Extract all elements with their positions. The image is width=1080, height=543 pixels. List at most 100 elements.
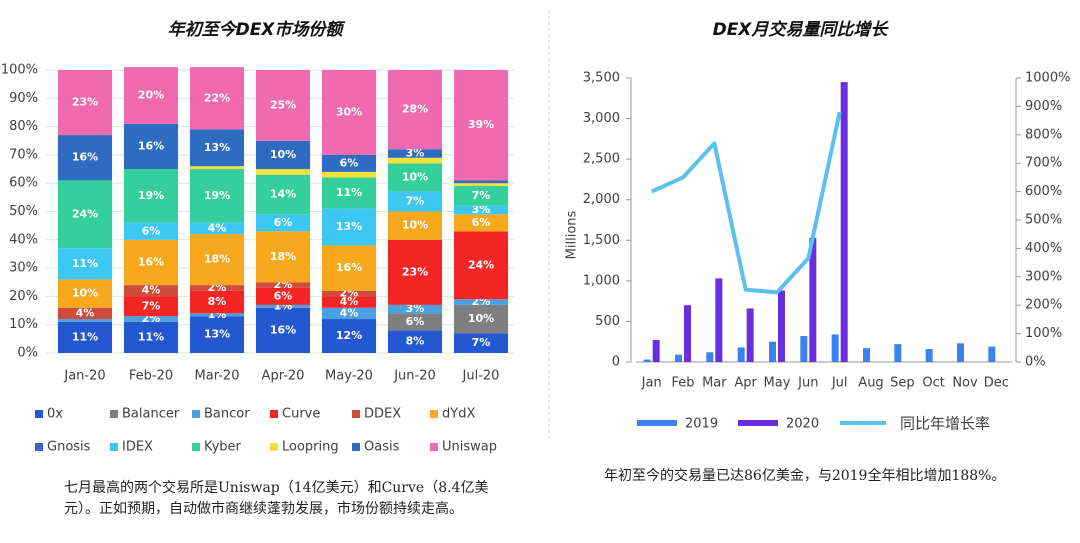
- data-label: 16%: [72, 151, 98, 164]
- chart-title: 年初至今DEX市场份额: [168, 20, 346, 40]
- bar-segment: [123, 321, 179, 353]
- y2-tick-label: 900%: [1025, 99, 1062, 114]
- bar-segment: [321, 177, 377, 209]
- bar: [746, 308, 754, 362]
- bar-segment: [123, 239, 179, 286]
- bar-segment: [123, 285, 179, 297]
- x-tick-label: Apr: [734, 376, 757, 391]
- bar: [894, 344, 902, 362]
- bar-segment: [123, 316, 179, 322]
- legend-swatch: [637, 420, 677, 426]
- bar-segment: [453, 70, 509, 181]
- y2-tick-label: 200%: [1025, 298, 1062, 313]
- bar: [800, 336, 808, 362]
- data-label: 3%: [406, 146, 425, 159]
- x-tick-label: Aug: [858, 376, 883, 391]
- chart-title: DEX月交易量同比增长: [713, 20, 890, 40]
- data-label: 19%: [204, 189, 230, 202]
- bar-segment: [387, 239, 443, 305]
- data-label: 22%: [204, 91, 230, 104]
- bar-segment: [387, 157, 443, 164]
- line: [650, 111, 842, 295]
- bar-segment: [255, 287, 311, 305]
- bar-segment: [453, 231, 509, 300]
- data-label: 25%: [270, 98, 296, 111]
- bar-segment: [387, 163, 443, 192]
- y-tick-label: 500: [595, 314, 620, 329]
- bar-segment: [321, 171, 377, 178]
- y2-tick-label: 800%: [1025, 127, 1062, 142]
- y-tick-label: 1,500: [583, 233, 620, 248]
- bar-segment: [453, 304, 509, 334]
- bar: [988, 346, 996, 362]
- y-tick-label: 0: [612, 355, 620, 370]
- data-label: 10%: [270, 148, 296, 161]
- legend-label: 0x: [47, 407, 63, 422]
- y2-tick-label: 400%: [1025, 241, 1062, 256]
- x-tick-label: Feb-20: [129, 369, 173, 384]
- legend-swatch: [192, 410, 200, 418]
- bar-segment: [57, 135, 113, 181]
- bar-segment: [57, 248, 113, 280]
- data-label: 4%: [340, 295, 359, 308]
- y-tick-label: 60%: [9, 176, 38, 191]
- bar-segment: [453, 214, 509, 232]
- bar-segment: [255, 304, 311, 308]
- data-label: 23%: [402, 265, 428, 278]
- data-label: 4%: [208, 221, 227, 234]
- legend-swatch: [35, 410, 43, 418]
- bar: [809, 237, 817, 362]
- legend-label: Loopring: [282, 440, 339, 455]
- y-tick-label: 50%: [9, 204, 38, 219]
- bar-segment: [189, 222, 245, 235]
- data-label: 8%: [406, 335, 425, 348]
- legend-swatch: [192, 443, 200, 451]
- y2-tick-label: 700%: [1025, 156, 1062, 171]
- bar-segment: [189, 129, 245, 167]
- data-label: 13%: [204, 141, 230, 154]
- bar-segment: [453, 333, 509, 353]
- bar: [925, 349, 933, 362]
- x-tick-label: Jun: [797, 376, 818, 391]
- legend-label: Balancer: [122, 407, 180, 422]
- data-label: 12%: [336, 329, 362, 342]
- bar-segment: [387, 70, 443, 150]
- x-tick-label: Jan-20: [63, 369, 105, 384]
- data-label: 10%: [468, 312, 494, 325]
- legend-label: Curve: [282, 407, 320, 422]
- bar-segment: [453, 180, 509, 184]
- data-label: 18%: [270, 250, 296, 263]
- x-tick-label: Sep: [890, 376, 915, 391]
- legend-swatch: [35, 443, 43, 451]
- data-label: 8%: [208, 295, 227, 308]
- data-label: 11%: [72, 257, 98, 270]
- y2-tick-label: 600%: [1025, 184, 1062, 199]
- bar-segment: [255, 174, 311, 215]
- bar-segment: [57, 70, 113, 136]
- bar-segment: [189, 67, 245, 130]
- bar-segment: [321, 296, 377, 308]
- x-tick-label: Nov: [952, 376, 978, 391]
- data-label: 4%: [142, 284, 161, 297]
- data-label: 6%: [406, 315, 425, 328]
- y-tick-label: 2,000: [583, 192, 620, 207]
- data-label: 4%: [76, 306, 95, 319]
- bar: [769, 341, 776, 362]
- bar: [706, 352, 714, 362]
- bar-segment: [321, 307, 377, 320]
- bar-segment: [387, 304, 443, 314]
- bar-segment: [255, 231, 311, 283]
- data-label: 6%: [472, 216, 491, 229]
- y-tick-label: 3,500: [583, 71, 620, 86]
- data-label: 6%: [274, 289, 293, 302]
- legend-swatch: [352, 443, 360, 451]
- bar-segment: [255, 140, 311, 170]
- x-tick-label: Mar-20: [195, 369, 240, 384]
- y2-tick-label: 0%: [1025, 355, 1046, 370]
- bar-segment: [123, 123, 179, 170]
- legend-label: Bancor: [204, 407, 250, 422]
- y-tick-label: 10%: [9, 317, 38, 332]
- y-tick-label: 2,500: [583, 152, 620, 167]
- data-label: 14%: [270, 188, 296, 201]
